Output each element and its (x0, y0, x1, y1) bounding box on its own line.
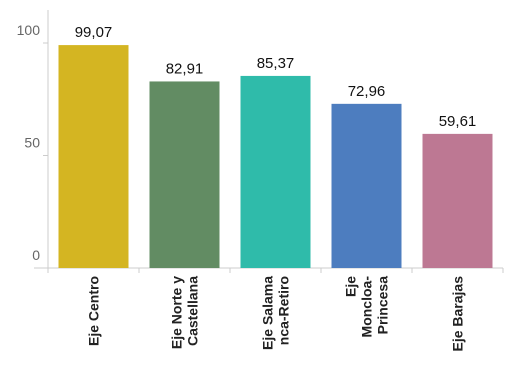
x-tick-label: Eje Barajas (450, 276, 466, 352)
x-tick-label: Castellana (185, 276, 201, 346)
chart-bars (58, 45, 493, 268)
y-tick-label: 50 (24, 135, 40, 151)
x-tick-label: Eje (343, 276, 359, 297)
y-tick-label: 100 (17, 22, 41, 38)
x-tick-label: Princesa (375, 276, 391, 335)
x-tick-label: nca-Retiro (276, 276, 292, 345)
x-category-label: Eje Barajas (450, 276, 466, 352)
x-category-label: Eje Salama nca-Retiro (260, 276, 292, 350)
bar (149, 81, 220, 268)
bar (240, 75, 311, 268)
x-category-label: Eje Norte y Castellana (169, 276, 201, 349)
data-label: 99,07 (75, 24, 113, 41)
x-tick-label: Eje Centro (86, 276, 102, 346)
bar (58, 45, 129, 268)
data-label: 85,37 (257, 55, 295, 72)
x-tick-label: Eje Salama (260, 276, 276, 350)
x-category-label: Eje Moncloa- Princesa (343, 276, 391, 338)
data-label: 72,96 (348, 83, 386, 100)
bar (422, 133, 493, 268)
y-tick-label: 0 (32, 247, 40, 263)
x-tick-label: Moncloa- (359, 276, 375, 338)
x-category-label: Eje Centro (86, 276, 102, 346)
bar (331, 103, 402, 268)
data-label: 59,61 (439, 113, 477, 130)
x-tick-label: Eje Norte y (169, 276, 185, 349)
chart-labels: 99,07 Eje Centro 82,91 Eje Norte y Castellan… (75, 24, 477, 351)
data-label: 82,91 (166, 60, 204, 77)
